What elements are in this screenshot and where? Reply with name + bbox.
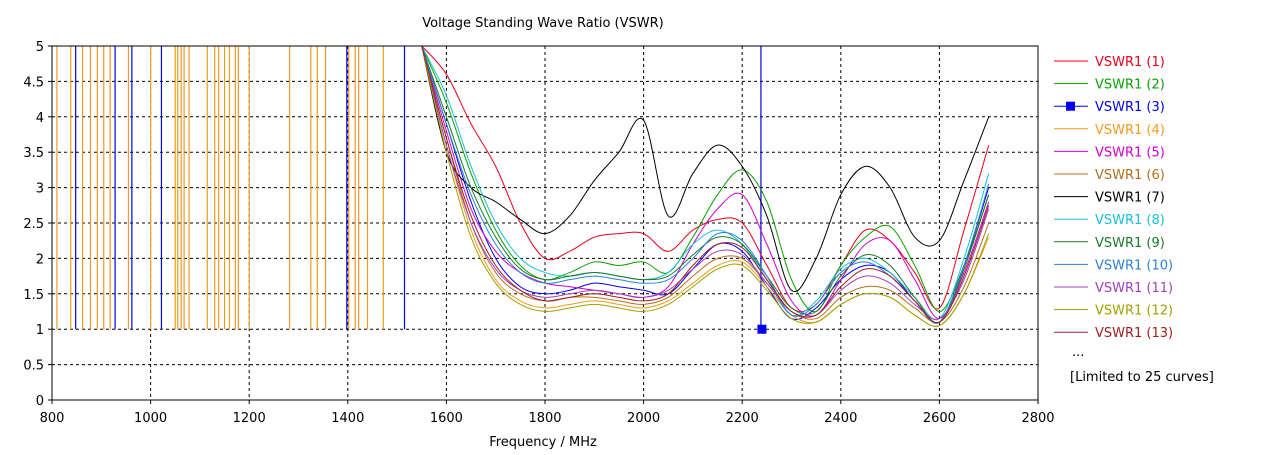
x-tick-label: 800 — [40, 411, 65, 426]
series-line-6 — [421, 45, 990, 324]
y-tick-label: 2.5 — [23, 217, 44, 232]
y-tick-label: 0 — [36, 394, 44, 409]
legend-marker-icon — [1066, 101, 1075, 111]
vertical-markers — [56, 46, 762, 333]
y-tick-label: 4.5 — [23, 75, 44, 90]
legend-note: [Limited to 25 curves] — [1070, 370, 1214, 385]
legend-label: VSWR1 (7) — [1095, 191, 1165, 206]
y-tick-label: 3.5 — [23, 146, 44, 161]
data-marker[interactable] — [757, 324, 767, 334]
series-line-5 — [421, 45, 990, 320]
legend-label: VSWR1 (1) — [1095, 55, 1165, 70]
x-tick-label: 2200 — [726, 411, 759, 426]
legend-label: VSWR1 (12) — [1095, 304, 1173, 319]
legend: VSWR1 (1) VSWR1 (2) VSWR1 (3) VSWR1 (4) VSWR… — [1054, 55, 1173, 341]
x-tick-label: 1600 — [430, 411, 463, 426]
series-line-1 — [421, 45, 990, 313]
x-tick-label: 1200 — [233, 411, 266, 426]
chart-title: Voltage Standing Wave Ratio (VSWR) — [422, 16, 663, 31]
series-lines — [421, 45, 990, 327]
legend-label: VSWR1 (3) — [1095, 100, 1165, 115]
marker-square[interactable] — [757, 324, 767, 334]
x-tick-label: 1400 — [331, 411, 364, 426]
legend-label: VSWR1 (11) — [1095, 281, 1173, 296]
x-axis-label: Frequency / MHz — [489, 435, 597, 450]
legend-label: VSWR1 (6) — [1095, 168, 1165, 183]
y-tick-label: 1.5 — [23, 288, 44, 303]
y-tick-label: 2 — [36, 252, 44, 267]
legend-label: VSWR1 (9) — [1095, 236, 1165, 251]
legend-label: VSWR1 (4) — [1095, 123, 1165, 138]
x-tick-label: 2600 — [923, 411, 956, 426]
x-tick-label: 2000 — [627, 411, 660, 426]
x-tick-label: 1800 — [528, 411, 561, 426]
series-line-7 — [421, 45, 990, 293]
x-tick-label: 2400 — [824, 411, 857, 426]
legend-label: VSWR1 (5) — [1095, 145, 1165, 160]
legend-label: VSWR1 (10) — [1095, 258, 1173, 273]
y-tick-label: 0.5 — [23, 359, 44, 374]
legend-label: VSWR1 (13) — [1095, 326, 1173, 341]
x-tick-label: 1000 — [134, 411, 167, 426]
y-axis-ticks: 0 0.5 1 1.5 2 2.5 3 3.5 4 4.5 5 — [23, 40, 52, 409]
series-line-13 — [421, 45, 990, 324]
x-axis-ticks: 800 1000 1200 1400 1600 1800 2000 2200 2400 2600 2… — [40, 400, 1055, 426]
y-tick-label: 3 — [36, 182, 44, 197]
series-line-8 — [421, 45, 990, 321]
legend-more: ... — [1072, 345, 1084, 360]
y-tick-label: 1 — [36, 323, 44, 338]
x-tick-label: 2800 — [1021, 411, 1054, 426]
series-line-12 — [421, 45, 990, 327]
legend-label: VSWR1 (8) — [1095, 213, 1165, 228]
legend-label: VSWR1 (2) — [1095, 78, 1165, 93]
grid-lines — [52, 46, 1038, 400]
series-line-2 — [421, 45, 990, 313]
y-tick-label: 4 — [36, 111, 44, 126]
y-tick-label: 5 — [36, 40, 44, 55]
series-line-11 — [421, 45, 990, 320]
